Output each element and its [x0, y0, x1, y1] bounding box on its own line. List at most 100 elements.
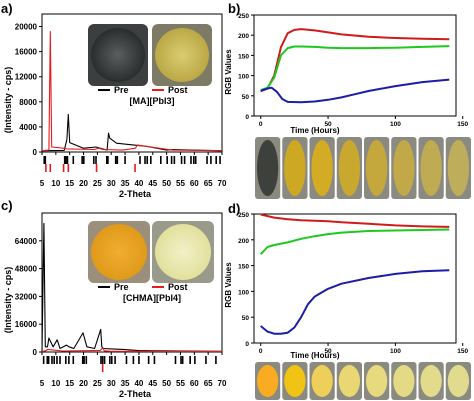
time-lapse-photo-film [338, 140, 360, 196]
x-tick-label: 30 [107, 179, 116, 188]
time-lapse-photo-film [366, 140, 388, 196]
legend-pre-label: Pre [114, 282, 129, 292]
panel-a-series-post [41, 31, 223, 152]
panel-c-plot-frame [41, 212, 223, 353]
x-tick-label: 55 [176, 379, 185, 388]
x-tick-label: 5 [40, 179, 45, 188]
x-tick-label: 55 [176, 179, 185, 188]
time-lapse-photo-film [311, 140, 333, 196]
x-tick-label: 45 [148, 179, 157, 188]
x-tick-label: 0 [259, 348, 263, 355]
panel-d-xlabel: Time (Hours) [290, 351, 340, 360]
panel-b-label: b) [228, 1, 240, 16]
panel-b-series-green [260, 45, 450, 92]
panel-c-xlabel: 2-Theta [119, 389, 152, 399]
panel-b-series-blue [260, 78, 450, 104]
y-tick-label: 100 [238, 289, 249, 296]
y-tick-label: 200 [238, 33, 249, 40]
x-tick-label: 50 [162, 379, 171, 388]
panel-c-legend: Pre Post [CHMA][PbI4] [98, 282, 188, 303]
panel-c-series-pre [41, 222, 223, 352]
x-tick-label: 35 [121, 379, 130, 388]
y-tick-label: 50 [242, 94, 250, 101]
y-tick-label: 12000 [15, 73, 38, 82]
x-tick-label: 35 [121, 179, 130, 188]
panel-d-series-green [259, 228, 450, 255]
panel-a-label: a) [1, 1, 13, 16]
panel-a-plot-frame [41, 13, 223, 153]
y-tick-label: 0 [245, 341, 249, 348]
x-tick-label: 150 [457, 121, 468, 128]
x-tick-label: 15 [65, 379, 74, 388]
y-tick-label: 250 [238, 13, 249, 20]
time-lapse-photo-film [393, 365, 415, 397]
panel-a-xlabel: 2-Theta [119, 189, 152, 199]
x-tick-label: 60 [190, 379, 199, 388]
x-tick-label: 65 [204, 379, 213, 388]
panel-c-series-post [41, 347, 222, 353]
time-lapse-photo-film [257, 365, 279, 397]
x-tick-label: 40 [134, 179, 143, 188]
time-lapse-photo-film [420, 140, 442, 196]
x-tick-label: 100 [390, 121, 401, 128]
time-lapse-photo-film [311, 365, 333, 397]
x-tick-label: 25 [93, 179, 102, 188]
panel-c-photo-post [152, 221, 214, 283]
time-lapse-photo-film [393, 140, 415, 196]
panel-d-label: d) [228, 201, 240, 216]
y-tick-label: 8000 [19, 98, 37, 107]
y-tick-label: 0 [33, 348, 38, 357]
legend-post-label: Post [168, 282, 188, 292]
legend-post-label: Post [168, 85, 188, 95]
x-tick-label: 70 [218, 179, 227, 188]
x-tick-label: 30 [107, 379, 116, 388]
time-lapse-photo-film [366, 365, 388, 397]
x-tick-label: 50 [162, 179, 171, 188]
x-tick-label: 50 [324, 121, 332, 128]
time-lapse-photo-film [257, 140, 279, 196]
time-lapse-photo-film [420, 365, 442, 397]
panel-a-series-pre [41, 113, 223, 152]
panel-a-compound: [MA][PbI3] [130, 96, 175, 106]
x-tick-label: 50 [324, 348, 332, 355]
y-tick-label: 0 [33, 148, 38, 157]
x-tick-label: 15 [65, 179, 74, 188]
time-lapse-photo-film [284, 140, 306, 196]
y-tick-label: 4000 [19, 123, 37, 132]
y-tick-label: 0 [245, 114, 249, 121]
panel-d-series-blue [260, 269, 450, 335]
x-tick-label: 20 [79, 379, 88, 388]
panel-b-plot-frame [253, 14, 457, 117]
y-tick-label: 250 [238, 212, 249, 219]
time-lapse-photo-film [284, 365, 306, 397]
panel-b-xlabel: Time (Hours) [290, 126, 340, 135]
x-tick-label: 10 [51, 179, 60, 188]
y-tick-label: 100 [238, 74, 249, 81]
panel-d-ylabel: RGB Values [224, 262, 233, 308]
x-tick-label: 65 [204, 179, 213, 188]
time-lapse-photo-film [447, 365, 469, 397]
panel-c-photo-pre [88, 221, 150, 283]
panel-c-ylabel: (Intensity - cps) [3, 267, 13, 334]
x-tick-label: 70 [218, 379, 227, 388]
y-tick-label: 16000 [15, 48, 38, 57]
panel-a-photo-post [152, 24, 212, 86]
panel-a-ylabel: (Intensity - cps) [3, 67, 13, 134]
time-lapse-photo-film [447, 140, 469, 196]
legend-pre-label: Pre [114, 85, 129, 95]
y-tick-label: 32000 [15, 292, 38, 301]
panel-d-plot-frame [253, 213, 457, 344]
x-tick-label: 60 [190, 179, 199, 188]
x-tick-label: 45 [148, 379, 157, 388]
y-tick-label: 20000 [15, 23, 38, 32]
x-tick-label: 25 [93, 379, 102, 388]
x-tick-label: 10 [51, 379, 60, 388]
y-tick-label: 64000 [15, 237, 38, 246]
panel-c-compound: [CHMA][PbI4] [123, 293, 181, 303]
panel-a-legend: Pre Post [MA][PbI3] [98, 85, 188, 106]
panel-b-ylabel: RGB Values [224, 49, 233, 95]
x-tick-label: 40 [134, 379, 143, 388]
y-tick-label: 16000 [15, 320, 38, 329]
panel-a-photo-pre [88, 24, 148, 86]
